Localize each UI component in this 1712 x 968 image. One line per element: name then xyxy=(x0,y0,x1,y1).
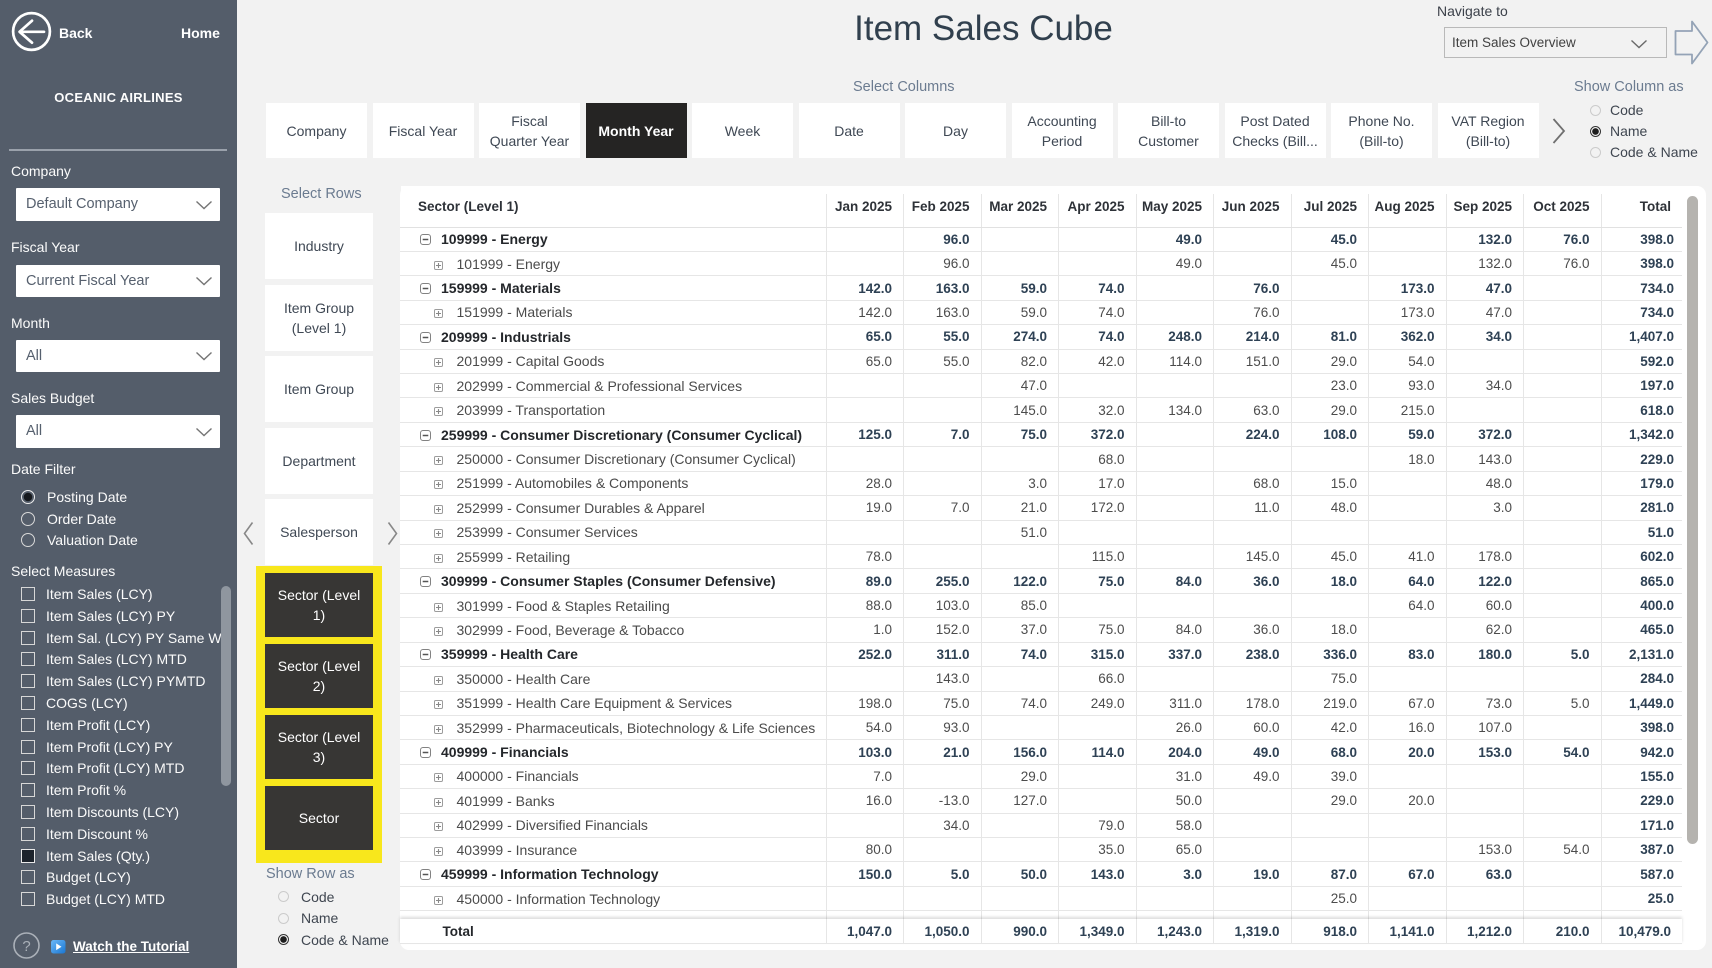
svg-text:?: ? xyxy=(22,938,30,955)
